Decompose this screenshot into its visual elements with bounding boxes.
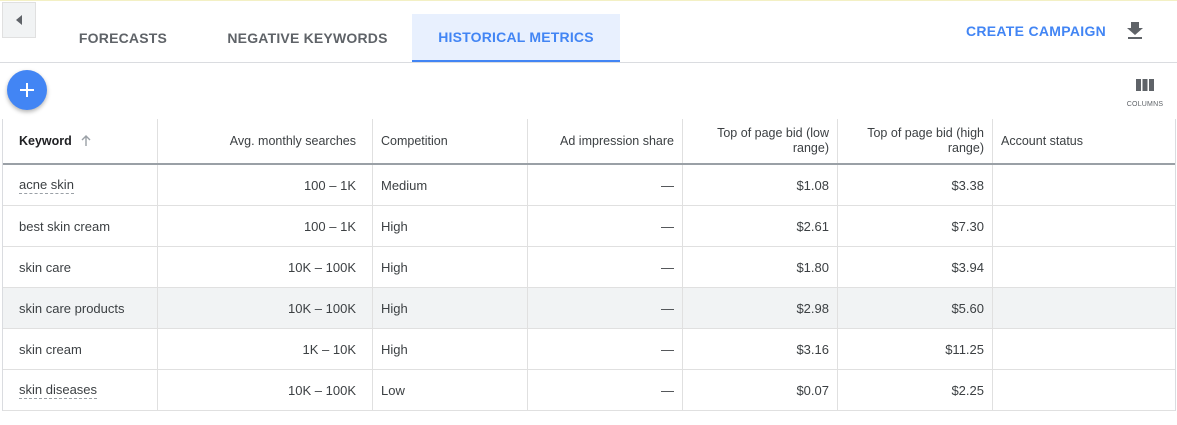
column-header-impression-share[interactable]: Ad impression share: [528, 119, 683, 163]
table-row[interactable]: best skin cream 100 – 1K High — $2.61 $7…: [3, 206, 1175, 247]
arrow-up-icon[interactable]: [80, 135, 92, 147]
column-header-bid-low[interactable]: Top of page bid (low range): [683, 119, 838, 163]
bid-low-cell: $2.98: [683, 288, 838, 328]
column-header-label: Avg. monthly searches: [229, 134, 356, 148]
column-header-keyword[interactable]: Keyword: [3, 119, 158, 163]
keyword-text[interactable]: acne skin: [19, 176, 74, 194]
tab-bar: FORECASTS NEGATIVE KEYWORDS HISTORICAL M…: [0, 1, 1177, 63]
tab-negative-keywords[interactable]: NEGATIVE KEYWORDS: [227, 30, 388, 46]
column-header-label: Top of page bid (low range): [717, 126, 829, 155]
table-row[interactable]: skin care 10K – 100K High — $1.80 $3.94: [3, 247, 1175, 288]
searches-cell: 100 – 1K: [158, 206, 373, 246]
column-header-account-status[interactable]: Account status: [993, 119, 1175, 163]
keyword-text[interactable]: skin diseases: [19, 381, 98, 399]
searches-cell: 10K – 100K: [158, 247, 373, 287]
tab-forecasts[interactable]: FORECASTS: [78, 30, 168, 46]
column-header-competition[interactable]: Competition: [373, 119, 528, 163]
bid-low-cell: $0.07: [683, 370, 838, 410]
download-icon: [1127, 22, 1143, 39]
searches-cell: 10K – 100K: [158, 288, 373, 328]
competition-cell: Medium: [373, 165, 528, 205]
column-header-label: Ad impression share: [560, 134, 674, 148]
account-status-cell: [993, 247, 1175, 287]
column-header-bid-high[interactable]: Top of page bid (high range): [838, 119, 993, 163]
account-status-cell: [993, 165, 1175, 205]
chevron-left-icon: [16, 15, 22, 25]
account-status-cell: [993, 206, 1175, 246]
column-header-label: Competition: [381, 134, 448, 148]
tab-historical-metrics[interactable]: HISTORICAL METRICS: [412, 14, 620, 62]
columns-label: COLUMNS: [1126, 101, 1164, 108]
download-button[interactable]: [1124, 19, 1146, 41]
bid-high-cell: $3.94: [838, 247, 993, 287]
account-status-cell: [993, 329, 1175, 369]
keyword-cell: skin care: [3, 247, 158, 287]
table-row[interactable]: skin cream 1K – 10K High — $3.16 $11.25: [3, 329, 1175, 370]
searches-cell: 10K – 100K: [158, 370, 373, 410]
plus-icon: [20, 83, 34, 97]
table-row[interactable]: skin care products 10K – 100K High — $2.…: [3, 288, 1175, 329]
impression-share-cell: —: [528, 288, 683, 328]
keyword-text[interactable]: skin care products: [19, 300, 125, 316]
bid-low-cell: $1.08: [683, 165, 838, 205]
keyword-text[interactable]: skin cream: [19, 341, 82, 357]
table-row[interactable]: skin diseases 10K – 100K Low — $0.07 $2.…: [3, 370, 1175, 411]
column-header-label: Keyword: [19, 134, 72, 148]
create-campaign-button[interactable]: CREATE CAMPAIGN: [965, 23, 1107, 39]
keyword-table: Keyword Avg. monthly searches Competitio…: [2, 119, 1176, 411]
competition-cell: High: [373, 288, 528, 328]
keyword-cell: skin cream: [3, 329, 158, 369]
searches-cell: 100 – 1K: [158, 165, 373, 205]
keyword-cell: skin diseases: [3, 370, 158, 410]
keyword-cell: skin care products: [3, 288, 158, 328]
column-header-label: Account status: [1001, 134, 1083, 148]
columns-button[interactable]: COLUMNS: [1120, 73, 1170, 113]
searches-cell: 1K – 10K: [158, 329, 373, 369]
competition-cell: High: [373, 247, 528, 287]
competition-cell: Low: [373, 370, 528, 410]
add-keyword-button[interactable]: [7, 70, 47, 110]
keyword-cell: best skin cream: [3, 206, 158, 246]
collapse-button[interactable]: [2, 2, 36, 38]
impression-share-cell: —: [528, 370, 683, 410]
bid-low-cell: $2.61: [683, 206, 838, 246]
keyword-cell: acne skin: [3, 165, 158, 205]
impression-share-cell: —: [528, 329, 683, 369]
column-header-searches[interactable]: Avg. monthly searches: [158, 119, 373, 163]
bid-high-cell: $11.25: [838, 329, 993, 369]
keyword-text[interactable]: skin care: [19, 259, 72, 275]
bid-high-cell: $2.25: [838, 370, 993, 410]
account-status-cell: [993, 370, 1175, 410]
keyword-text[interactable]: best skin cream: [19, 218, 111, 234]
impression-share-cell: —: [528, 165, 683, 205]
table-row[interactable]: acne skin 100 – 1K Medium — $1.08 $3.38: [3, 165, 1175, 206]
table-header-row: Keyword Avg. monthly searches Competitio…: [3, 119, 1175, 165]
bid-low-cell: $3.16: [683, 329, 838, 369]
columns-icon: [1136, 79, 1154, 91]
competition-cell: High: [373, 329, 528, 369]
competition-cell: High: [373, 206, 528, 246]
bid-high-cell: $7.30: [838, 206, 993, 246]
bid-high-cell: $5.60: [838, 288, 993, 328]
account-status-cell: [993, 288, 1175, 328]
impression-share-cell: —: [528, 247, 683, 287]
bid-low-cell: $1.80: [683, 247, 838, 287]
impression-share-cell: —: [528, 206, 683, 246]
column-header-label: Top of page bid (high range): [867, 126, 984, 155]
bid-high-cell: $3.38: [838, 165, 993, 205]
